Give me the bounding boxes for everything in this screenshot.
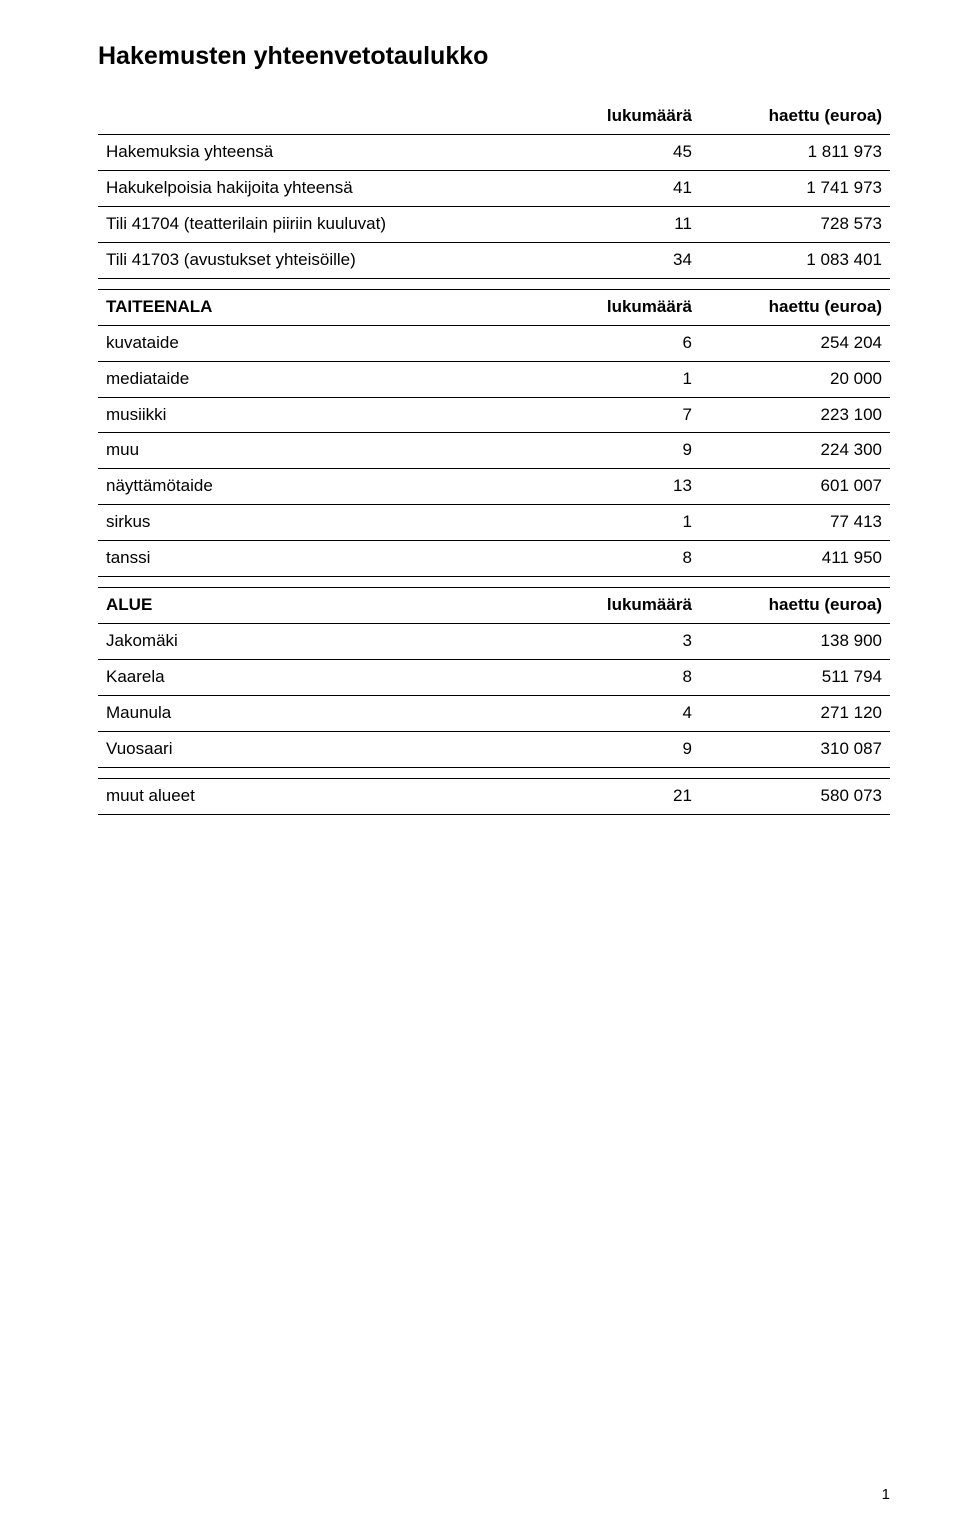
- row-label: Tili 41704 (teatterilain piiriin kuuluva…: [98, 206, 542, 242]
- row-label: Vuosaari: [98, 731, 542, 767]
- alue-header-amount: haettu (euroa): [700, 588, 890, 624]
- table-row: sirkus 1 77 413: [98, 505, 890, 541]
- table-row: kuvataide 6 254 204: [98, 325, 890, 361]
- row-label: Kaarela: [98, 660, 542, 696]
- row-count: 13: [542, 469, 700, 505]
- table-row: musiikki 7 223 100: [98, 397, 890, 433]
- row-amount: 580 073: [700, 778, 890, 814]
- page-number: 1: [882, 1486, 890, 1503]
- row-count: 34: [542, 242, 700, 278]
- row-amount: 728 573: [700, 206, 890, 242]
- row-amount: 1 811 973: [700, 134, 890, 170]
- page-title: Hakemusten yhteenvetotaulukko: [98, 42, 890, 71]
- row-amount: 310 087: [700, 731, 890, 767]
- spacer-row: [98, 278, 890, 289]
- row-amount: 271 120: [700, 696, 890, 732]
- alue-footer-row: muut alueet 21 580 073: [98, 778, 890, 814]
- taiteenala-header-row: TAITEENALA lukumäärä haettu (euroa): [98, 289, 890, 325]
- summary-header-row: lukumäärä haettu (euroa): [98, 99, 890, 134]
- summary-header-blank: [98, 99, 542, 134]
- row-amount: 511 794: [700, 660, 890, 696]
- table-row: Jakomäki 3 138 900: [98, 624, 890, 660]
- spacer-row: [98, 577, 890, 588]
- row-amount: 138 900: [700, 624, 890, 660]
- row-count: 1: [542, 505, 700, 541]
- row-count: 21: [542, 778, 700, 814]
- alue-header: ALUE: [98, 588, 542, 624]
- row-amount: 224 300: [700, 433, 890, 469]
- page: Hakemusten yhteenvetotaulukko lukumäärä …: [0, 0, 960, 1531]
- row-count: 11: [542, 206, 700, 242]
- row-amount: 411 950: [700, 541, 890, 577]
- summary-table: lukumäärä haettu (euroa) Hakemuksia yhte…: [98, 99, 890, 815]
- table-row: mediataide 1 20 000: [98, 361, 890, 397]
- table-row: Hakemuksia yhteensä 45 1 811 973: [98, 134, 890, 170]
- alue-header-row: ALUE lukumäärä haettu (euroa): [98, 588, 890, 624]
- row-amount: 601 007: [700, 469, 890, 505]
- table-row: näyttämötaide 13 601 007: [98, 469, 890, 505]
- row-count: 45: [542, 134, 700, 170]
- table-row: Tili 41703 (avustukset yhteisöille) 34 1…: [98, 242, 890, 278]
- alue-header-count: lukumäärä: [542, 588, 700, 624]
- row-amount: 223 100: [700, 397, 890, 433]
- row-label: sirkus: [98, 505, 542, 541]
- row-amount: 77 413: [700, 505, 890, 541]
- row-amount: 254 204: [700, 325, 890, 361]
- row-label: musiikki: [98, 397, 542, 433]
- row-count: 8: [542, 660, 700, 696]
- summary-header-amount: haettu (euroa): [700, 99, 890, 134]
- row-label: näyttämötaide: [98, 469, 542, 505]
- table-row: Hakukelpoisia hakijoita yhteensä 41 1 74…: [98, 170, 890, 206]
- table-row: Vuosaari 9 310 087: [98, 731, 890, 767]
- table-row: tanssi 8 411 950: [98, 541, 890, 577]
- row-label: Hakemuksia yhteensä: [98, 134, 542, 170]
- row-amount: 1 083 401: [700, 242, 890, 278]
- row-label: Jakomäki: [98, 624, 542, 660]
- row-label: muut alueet: [98, 778, 542, 814]
- row-count: 7: [542, 397, 700, 433]
- row-count: 8: [542, 541, 700, 577]
- spacer-row: [98, 767, 890, 778]
- row-label: Tili 41703 (avustukset yhteisöille): [98, 242, 542, 278]
- row-count: 6: [542, 325, 700, 361]
- row-label: Hakukelpoisia hakijoita yhteensä: [98, 170, 542, 206]
- row-count: 3: [542, 624, 700, 660]
- summary-header-count: lukumäärä: [542, 99, 700, 134]
- row-count: 4: [542, 696, 700, 732]
- row-label: kuvataide: [98, 325, 542, 361]
- row-label: muu: [98, 433, 542, 469]
- row-count: 1: [542, 361, 700, 397]
- row-label: tanssi: [98, 541, 542, 577]
- table-row: Kaarela 8 511 794: [98, 660, 890, 696]
- taiteenala-header-count: lukumäärä: [542, 289, 700, 325]
- row-label: Maunula: [98, 696, 542, 732]
- taiteenala-header-amount: haettu (euroa): [700, 289, 890, 325]
- row-count: 41: [542, 170, 700, 206]
- table-row: muu 9 224 300: [98, 433, 890, 469]
- row-amount: 20 000: [700, 361, 890, 397]
- row-amount: 1 741 973: [700, 170, 890, 206]
- row-count: 9: [542, 433, 700, 469]
- row-count: 9: [542, 731, 700, 767]
- row-label: mediataide: [98, 361, 542, 397]
- taiteenala-header: TAITEENALA: [98, 289, 542, 325]
- table-row: Maunula 4 271 120: [98, 696, 890, 732]
- table-row: Tili 41704 (teatterilain piiriin kuuluva…: [98, 206, 890, 242]
